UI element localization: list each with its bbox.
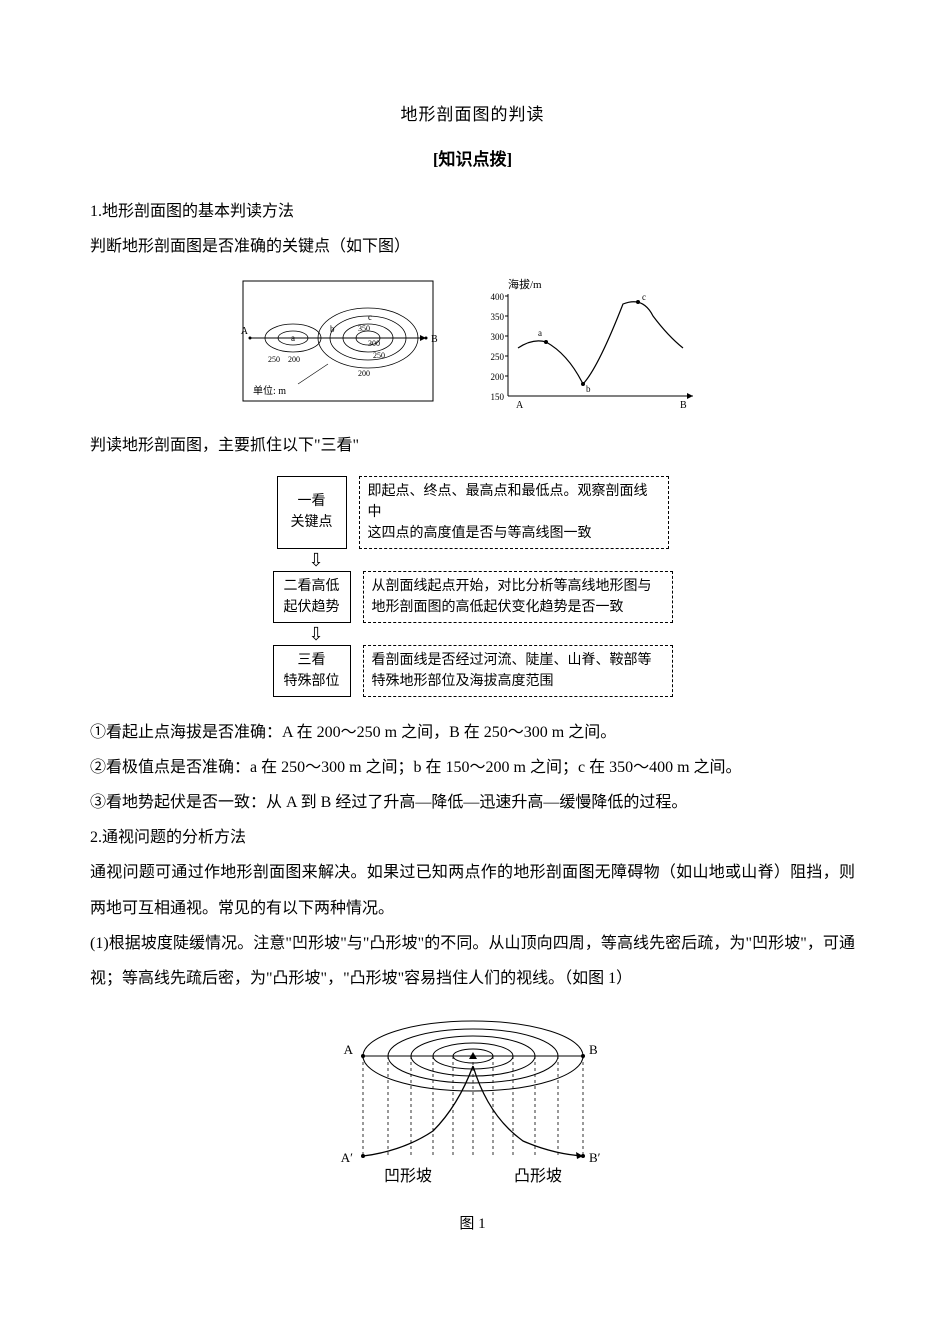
flow-box2-b: 起伏趋势 [284, 597, 340, 618]
contour-250r: 250 [373, 351, 385, 360]
y-axis-label: 海拔/m [508, 277, 542, 291]
flow-desc-2: 从剖面线起点开始，对比分析等高线地形图与 地形剖面图的高低起伏变化趋势是否一致 [363, 571, 673, 623]
bullet-2: ②看极值点是否准确：a 在 250～300 m 之间；b 在 150～200 m… [90, 750, 855, 785]
ytick-400: 400 [490, 292, 504, 302]
flow-desc2-a: 从剖面线起点开始，对比分析等高线地形图与 [372, 576, 664, 597]
ytick-150: 150 [490, 392, 504, 402]
contour-200-l: 200 [288, 355, 300, 364]
x-B: B [680, 400, 687, 411]
convex-label: 凸形坡 [513, 1167, 561, 1185]
flow-arrow-2: ⇩ [309, 625, 324, 643]
contour-300: 300 [368, 339, 380, 348]
bullet-3: ③看地势起伏是否一致：从 A 到 B 经过了升高—降低—迅速升高—缓慢降低的过程… [90, 785, 855, 820]
figure-row-1: a 250 200 350 300 250 200 b c A B 单位: m [90, 276, 855, 416]
section2-heading: 2.通视问题的分析方法 [90, 820, 855, 855]
pt-a: a [538, 328, 542, 338]
unit-label: 单位: m [253, 384, 286, 397]
flow-desc1-b: 这四点的高度值是否与等高线图一致 [368, 523, 660, 544]
flow-desc1-a: 即起点、终点、最高点和最低点。观察剖面线中 [368, 481, 660, 523]
label-c: c [368, 312, 372, 322]
flow-box-2: 二看高低 起伏趋势 [273, 571, 351, 623]
section1-line1: 判断地形剖面图是否准确的关键点（如下图） [90, 229, 855, 264]
flow-box2-a: 二看高低 [284, 576, 340, 597]
flow-step-3: 三看 特殊部位 看剖面线是否经过河流、陡崖、山脊、鞍部等 特殊地形部位及海拔高度… [273, 645, 673, 697]
contour-250: 250 [268, 355, 280, 364]
slope-Bp: B′ [589, 1150, 601, 1165]
slope-figure: A B A′ [323, 1006, 623, 1206]
flow-desc-3: 看剖面线是否经过河流、陡崖、山脊、鞍部等 特殊地形部位及海拔高度范围 [363, 645, 673, 697]
label-A: A [240, 326, 248, 337]
doc-subtitle: [知识点拨] [90, 145, 855, 170]
slope-B: B [589, 1042, 598, 1057]
page: 地形剖面图的判读 [知识点拨] 1.地形剖面图的基本判读方法 判断地形剖面图是否… [0, 0, 945, 1337]
ytick-350: 350 [490, 312, 504, 322]
slope-Ap: A′ [340, 1150, 352, 1165]
x-A: A [516, 400, 524, 411]
section2-p1: 通视问题可通过作地形剖面图来解决。如果过已知两点作的地形剖面图无障碍物（如山地或… [90, 855, 855, 925]
ytick-200: 200 [490, 372, 504, 382]
three-looks-intro: 判读地形剖面图，主要抓住以下"三看" [90, 428, 855, 463]
flow-desc3-b: 特殊地形部位及海拔高度范围 [372, 671, 664, 692]
bullet-1: ①看起止点海拔是否准确：A 在 200～250 m 之间，B 在 250～300… [90, 715, 855, 750]
section2-p2: (1)根据坡度陡缓情况。注意"凹形坡"与"凸形坡"的不同。从山顶向四周，等高线先… [90, 926, 855, 996]
contour-map-figure: a 250 200 350 300 250 200 b c A B 单位: m [238, 276, 438, 416]
flow-step-2: 二看高低 起伏趋势 从剖面线起点开始，对比分析等高线地形图与 地形剖面图的高低起… [273, 571, 673, 623]
contour-200: 200 [358, 369, 370, 378]
label-b: b [330, 324, 335, 334]
three-looks-flow: 一看 关键点 即起点、终点、最高点和最低点。观察剖面线中 这四点的高度值是否与等… [90, 476, 855, 697]
pt-b: b [586, 384, 591, 394]
section1-heading: 1.地形剖面图的基本判读方法 [90, 194, 855, 229]
doc-title: 地形剖面图的判读 [90, 100, 855, 125]
flow-desc2-b: 地形剖面图的高低起伏变化趋势是否一致 [372, 597, 664, 618]
flow-box3-b: 特殊部位 [284, 671, 340, 692]
flow-box3-a: 三看 [284, 650, 340, 671]
concave-label: 凹形坡 [383, 1167, 431, 1185]
label-B: B [431, 334, 438, 345]
ytick-250: 250 [490, 352, 504, 362]
profile-chart-figure: 海拔/m 400 350 300 250 200 150 a [468, 276, 708, 416]
flow-desc3-a: 看剖面线是否经过河流、陡崖、山脊、鞍部等 [372, 650, 664, 671]
flow-step-1: 一看 关键点 即起点、终点、最高点和最低点。观察剖面线中 这四点的高度值是否与等… [277, 476, 669, 549]
flow-arrow-1: ⇩ [309, 551, 324, 569]
flow-box1-a: 一看 [288, 491, 336, 512]
flow-box1-b: 关键点 [288, 512, 336, 533]
slope-A: A [343, 1042, 353, 1057]
flow-box-3: 三看 特殊部位 [273, 645, 351, 697]
flow-box-1: 一看 关键点 [277, 476, 347, 549]
slope-figure-wrap: A B A′ [90, 1006, 855, 1206]
fig1-caption: 图 1 [90, 1212, 855, 1233]
contour-350: 350 [358, 324, 370, 333]
ytick-300: 300 [490, 332, 504, 342]
flow-desc-1: 即起点、终点、最高点和最低点。观察剖面线中 这四点的高度值是否与等高线图一致 [359, 476, 669, 549]
pt-c: c [642, 292, 646, 302]
